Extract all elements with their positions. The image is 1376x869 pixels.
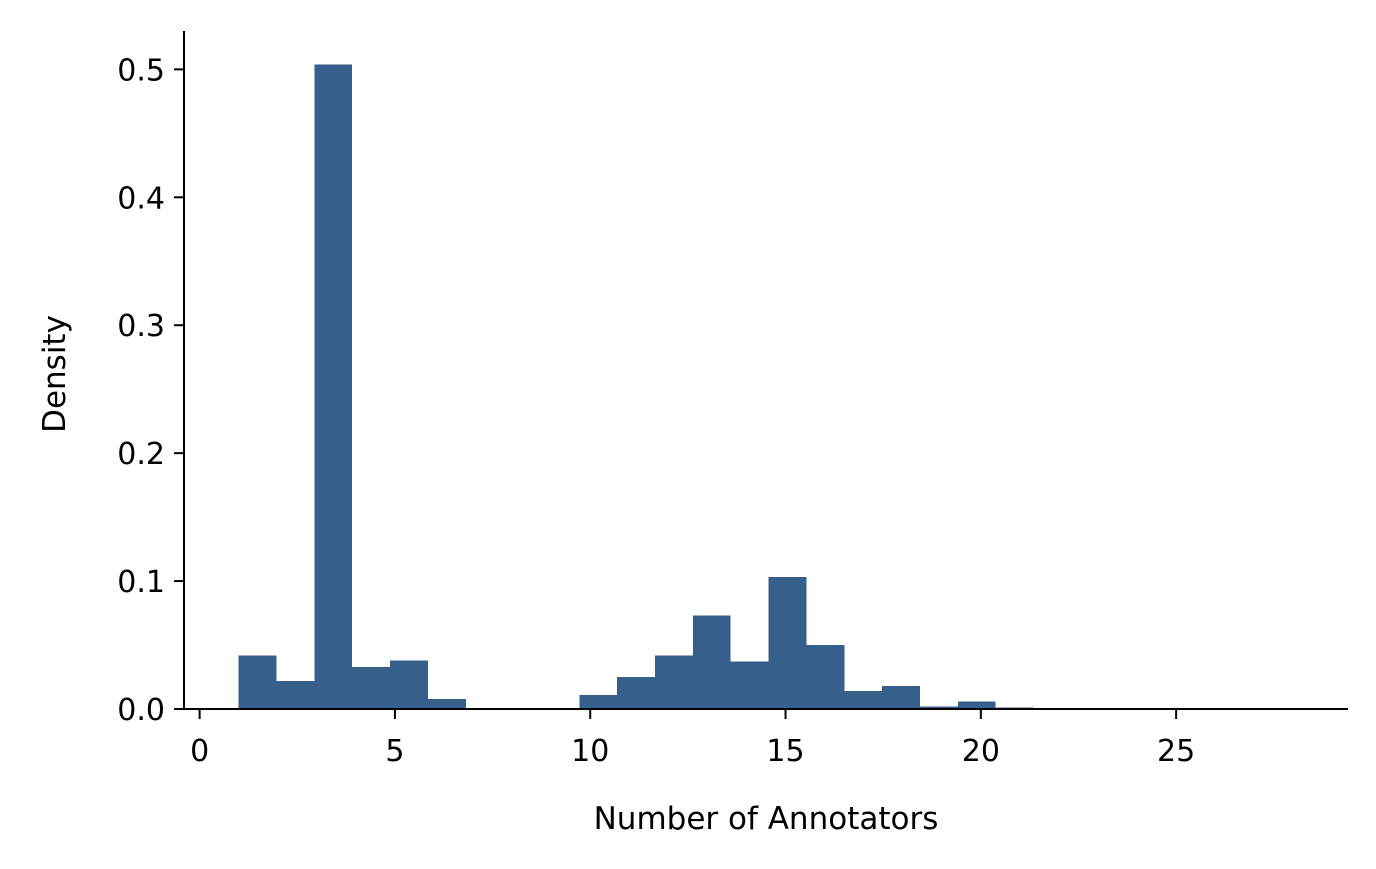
histogram-bar [957, 701, 996, 709]
x-tick-label: 10 [571, 734, 609, 769]
histogram-bar [655, 655, 693, 709]
histogram-bar [579, 694, 618, 709]
y-tick-label: 0.3 [117, 309, 165, 344]
histogram-bar [352, 666, 391, 709]
histogram-bars [238, 64, 1034, 709]
axes [183, 31, 1348, 710]
y-tick-label: 0.5 [117, 53, 165, 88]
x-axis-label: Number of Annotators [594, 801, 939, 837]
histogram-bar [617, 677, 656, 709]
histogram-bar [390, 660, 428, 709]
histogram-bar [768, 577, 807, 709]
x-ticks: 0 5 10 15 20 25 [190, 709, 1195, 769]
y-tick-label: 0.2 [117, 437, 165, 472]
histogram-bar [692, 615, 731, 709]
histogram-bar [844, 691, 883, 709]
histogram-bar [806, 645, 845, 709]
histogram-bar [882, 685, 920, 709]
x-tick-label: 20 [962, 734, 1000, 769]
y-tick-label: 0.0 [117, 693, 165, 728]
histogram-bar [238, 655, 277, 709]
x-tick-label: 15 [766, 734, 804, 769]
histogram-bar [314, 64, 353, 709]
y-tick-label: 0.4 [117, 181, 165, 216]
y-tick-label: 0.1 [117, 565, 165, 600]
histogram-bar [730, 661, 769, 709]
x-tick-label: 0 [190, 734, 209, 769]
x-tick-label: 25 [1157, 734, 1195, 769]
y-axis-label: Density [37, 315, 73, 433]
histogram-bar [427, 698, 466, 709]
y-ticks: 0.0 0.1 0.2 0.3 0.4 0.5 [117, 53, 184, 728]
x-tick-label: 5 [385, 734, 404, 769]
histogram-bar [276, 680, 315, 709]
histogram-bar [919, 706, 958, 709]
